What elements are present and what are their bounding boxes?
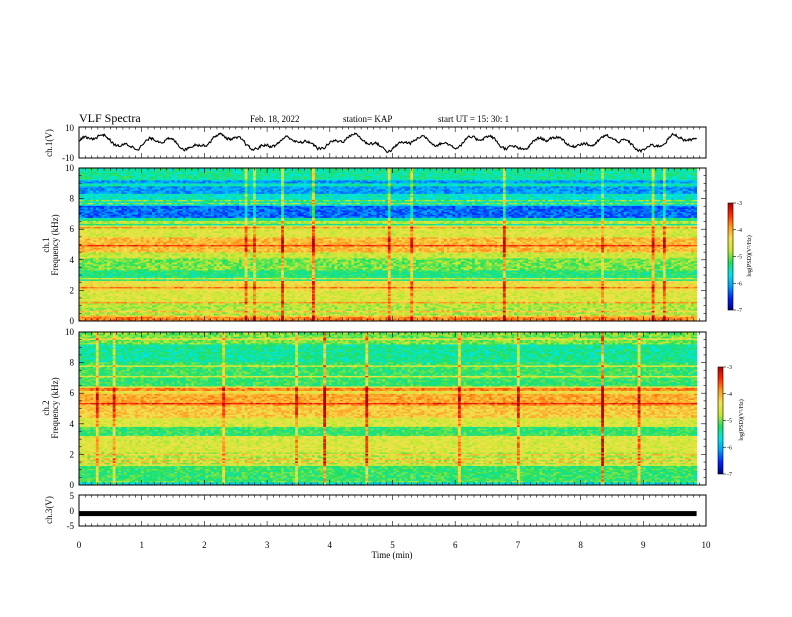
ch1-spectrogram-cells <box>79 168 697 321</box>
ch1-trace <box>79 133 697 152</box>
ch1-ytick-top: 10 <box>65 123 75 133</box>
ch1-ytick-bottom: -10 <box>62 153 74 163</box>
header-station: station= KAP <box>343 114 392 124</box>
header-date: Feb. 18, 2022 <box>250 114 300 124</box>
ch1-panel: 10 -10 ch.1(V) <box>44 123 706 163</box>
figure-title: VLF Spectra <box>79 111 141 125</box>
ch1-x-ticks <box>79 127 706 158</box>
ch1-ylabel: ch.1(V) <box>44 129 54 157</box>
ch1-waveform-line <box>79 133 697 152</box>
header-start-time: start UT = 15: 30: 1 <box>438 114 509 124</box>
